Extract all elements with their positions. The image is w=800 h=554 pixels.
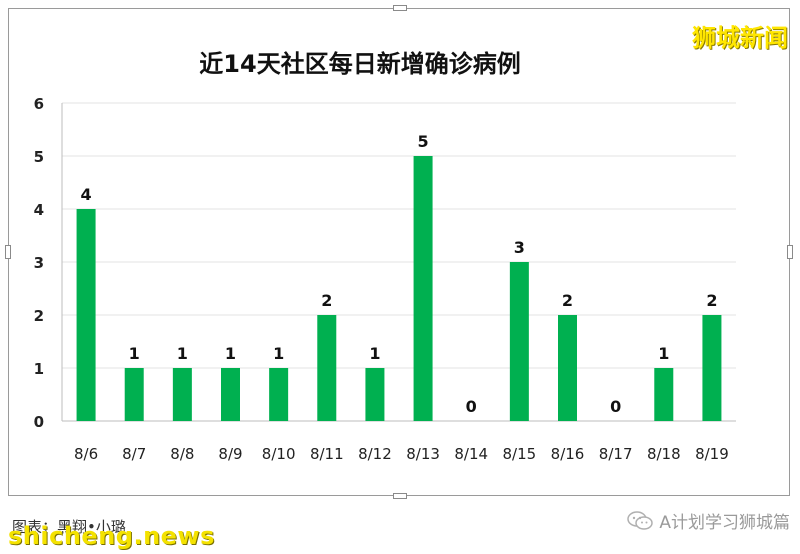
x-tick-label: 8/7 — [122, 445, 146, 463]
y-tick-labels: 0 1 2 3 4 5 6 — [34, 95, 44, 431]
y-tick-label: 5 — [34, 148, 44, 166]
data-label: 1 — [225, 344, 236, 363]
x-tick-labels: 8/6 8/7 8/8 8/9 8/10 8/11 8/12 8/13 8/14 8/15 8/16… — [74, 445, 729, 463]
x-tick-label: 8/9 — [218, 445, 242, 463]
x-tick-label: 8/17 — [599, 445, 633, 463]
wechat-icon — [627, 510, 654, 531]
data-label: 1 — [129, 344, 140, 363]
y-tick-label: 0 — [34, 413, 44, 431]
x-tick-label: 8/11 — [310, 445, 344, 463]
bar — [509, 262, 529, 421]
x-tick-label: 8/16 — [551, 445, 585, 463]
data-label: 1 — [658, 344, 669, 363]
data-label: 5 — [418, 132, 429, 151]
data-label: 1 — [177, 344, 188, 363]
x-tick-label: 8/6 — [74, 445, 98, 463]
data-label: 2 — [321, 291, 332, 310]
data-label: 1 — [369, 344, 380, 363]
bar — [124, 368, 144, 421]
x-tick-label: 8/10 — [262, 445, 296, 463]
resize-handle-left[interactable] — [5, 245, 11, 259]
x-tick-label: 8/12 — [358, 445, 392, 463]
data-label: 4 — [81, 185, 92, 204]
chart-title: 近14天社区每日新增确诊病例 — [199, 50, 521, 78]
bar — [365, 368, 385, 421]
y-tick-label: 2 — [34, 307, 44, 325]
bar — [269, 368, 289, 421]
resize-handle-right[interactable] — [787, 245, 793, 259]
resize-handle-bottom[interactable] — [393, 493, 407, 499]
wechat-account-name: A计划学习狮城篇 — [659, 513, 790, 533]
bar — [221, 368, 240, 421]
x-tick-label: 8/18 — [647, 445, 681, 463]
x-tick-label: 8/14 — [454, 445, 488, 463]
y-tick-label: 4 — [34, 201, 44, 219]
resize-handle-top[interactable] — [393, 5, 407, 11]
bar — [558, 315, 577, 421]
x-tick-label: 8/15 — [503, 445, 537, 463]
data-label: 2 — [562, 291, 573, 310]
chart-credit: 图表：黑翔•小璐 — [12, 518, 126, 536]
y-tick-label: 3 — [34, 254, 44, 272]
data-label: 0 — [610, 397, 621, 416]
data-labels: 4 1 1 1 1 2 1 5 0 3 2 0 1 2 — [81, 132, 718, 416]
y-tick-label: 1 — [34, 360, 44, 378]
bar — [76, 209, 96, 421]
bar — [172, 368, 192, 421]
bar — [317, 315, 337, 421]
data-label: 1 — [273, 344, 284, 363]
bar — [413, 156, 433, 421]
site-watermark: shicheng.news — [8, 522, 215, 550]
data-label: 0 — [466, 397, 477, 416]
x-tick-label: 8/13 — [406, 445, 440, 463]
gridlines — [62, 102, 736, 369]
data-label: 2 — [706, 291, 717, 310]
wechat-attribution: A计划学习狮城篇 — [627, 508, 790, 533]
y-tick-label: 6 — [34, 95, 44, 113]
brand-watermark: 狮城新闻 — [692, 24, 788, 52]
bars — [76, 156, 722, 421]
bar — [702, 315, 722, 421]
x-tick-label: 8/8 — [170, 445, 194, 463]
data-label: 3 — [514, 238, 525, 257]
bar — [654, 368, 674, 421]
x-tick-label: 8/19 — [695, 445, 729, 463]
